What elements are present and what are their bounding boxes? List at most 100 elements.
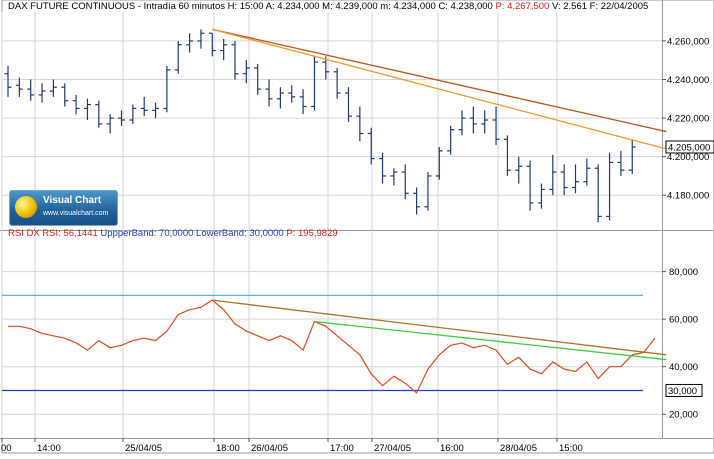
ohlc-bar bbox=[152, 102, 160, 119]
ohlc-bar bbox=[49, 79, 57, 97]
time-tick-label: 26/04/05 bbox=[251, 443, 288, 454]
ohlc-bar bbox=[231, 40, 239, 80]
rsi-last-label: 30,000 bbox=[668, 386, 697, 397]
ohlc-bar bbox=[435, 147, 443, 180]
ohlc-bar bbox=[606, 152, 614, 221]
ohlc-bar bbox=[424, 172, 432, 211]
rsi-header: RSI DX RSI: 56,1441 UppperBand: 70,0000 … bbox=[8, 228, 338, 239]
ohlc-bar bbox=[413, 187, 421, 215]
date-label: F: bbox=[587, 1, 599, 12]
ohlc-bar bbox=[265, 79, 273, 107]
ohlc-bar bbox=[15, 77, 23, 97]
time-tick-label: 25/04/05 bbox=[125, 443, 162, 454]
time-tick-label: 28/04/05 bbox=[500, 443, 537, 454]
lower-band-label: LowerBand: bbox=[193, 228, 247, 239]
ohlc-bar bbox=[515, 156, 523, 184]
ohlc-bar bbox=[118, 110, 125, 126]
ohlc-bar bbox=[481, 110, 489, 134]
price-tick-label: 4.260,000 bbox=[667, 36, 709, 47]
ohlc-bar bbox=[537, 183, 545, 209]
time-tick-label: 15:00 bbox=[559, 443, 583, 454]
close-label: C: bbox=[435, 1, 448, 12]
ohlc-bar bbox=[390, 168, 398, 186]
ohlc-bar bbox=[401, 164, 409, 200]
ohlc-bar bbox=[526, 160, 534, 211]
interval-label: Intradía 60 minutos bbox=[143, 1, 225, 12]
ohlc-bar bbox=[174, 40, 182, 74]
price-tick-label: 4.200,000 bbox=[667, 152, 709, 163]
upper-band-label: UppperBand: bbox=[97, 228, 157, 239]
logo-title: Visual Chart bbox=[43, 195, 102, 206]
time-tick-label: 16:00 bbox=[440, 443, 464, 454]
time-tick-label: 14:00 bbox=[37, 443, 61, 454]
ohlc-bar bbox=[492, 106, 500, 146]
ohlc-bar bbox=[242, 60, 250, 84]
price-trendline bbox=[212, 28, 667, 133]
ohlc-bar bbox=[379, 152, 387, 184]
open-label: A: bbox=[263, 1, 275, 12]
logo-url: www.visualchart.com bbox=[43, 210, 109, 217]
ohlc-bar bbox=[458, 110, 466, 136]
ohlc-bar bbox=[299, 89, 307, 115]
ohlc-bar bbox=[617, 150, 625, 176]
time-tick-label: 17:00 bbox=[330, 443, 354, 454]
logo-globe-icon bbox=[15, 196, 37, 218]
header-sep: - bbox=[135, 1, 144, 12]
price-tick-label: 4.220,000 bbox=[667, 114, 709, 125]
ohlc-bar bbox=[367, 127, 375, 165]
ohlc-bar bbox=[72, 94, 80, 115]
rsi-trendline bbox=[314, 320, 667, 361]
rsi-tick-label: 40,000 bbox=[669, 362, 698, 373]
ohlc-bar bbox=[549, 154, 557, 196]
ohlc-bar bbox=[208, 32, 216, 57]
time-tick-label: 27/04/05 bbox=[374, 443, 411, 454]
time-tick-label: 00 bbox=[1, 443, 12, 454]
ohlc-bar bbox=[4, 66, 12, 97]
high-label: M: bbox=[319, 1, 333, 12]
rsi-line bbox=[8, 299, 656, 394]
ohlc-bar bbox=[197, 29, 205, 49]
visual-chart-logo: Visual Chart www.visualchart.com bbox=[9, 190, 118, 226]
close-value: 4.238,000 bbox=[447, 1, 493, 12]
ohlc-bar bbox=[129, 104, 137, 124]
rsi-tick-label: 80,000 bbox=[669, 267, 698, 278]
ohlc-bar bbox=[83, 98, 91, 120]
rsi-name: RSI DX RSI: bbox=[8, 228, 61, 239]
ohlc-bar bbox=[583, 158, 591, 186]
ohlc-bar bbox=[310, 56, 318, 111]
rsi-p-value: 195,9829 bbox=[295, 228, 338, 239]
ohlc-bar bbox=[254, 64, 262, 95]
ohlc-bar bbox=[469, 106, 477, 134]
ohlc-bar bbox=[220, 39, 228, 61]
high-value: 4.239,000 bbox=[332, 1, 378, 12]
volume-label: V: bbox=[549, 1, 561, 12]
lower-band-value: 30,0000 bbox=[246, 228, 284, 239]
volume-value: 2.561 bbox=[560, 1, 588, 12]
ohlc-bar bbox=[322, 56, 330, 80]
ohlc-bar bbox=[345, 87, 352, 122]
open-value: 4.234,000 bbox=[274, 1, 320, 12]
time-tick-label: 18:00 bbox=[216, 443, 240, 454]
ohlc-bar bbox=[95, 100, 103, 128]
ohlc-bar bbox=[594, 164, 602, 223]
rsi-trendline bbox=[212, 299, 667, 356]
rsi-tick-label: 60,000 bbox=[669, 315, 698, 326]
instrument-name: DAX FUTURE CONTINUOUS bbox=[8, 1, 136, 12]
ohlc-bar bbox=[503, 135, 511, 176]
ohlc-bar bbox=[288, 85, 296, 103]
low-value: 4.234,000 bbox=[390, 1, 436, 12]
ohlc-bar bbox=[163, 66, 171, 113]
price-header: DAX FUTURE CONTINUOUS - Intradía 60 minu… bbox=[8, 1, 648, 12]
ohlc-bar bbox=[572, 164, 579, 194]
rsi-value: 56,1441 bbox=[60, 228, 98, 239]
rsi-tick-label: 20,000 bbox=[669, 410, 698, 421]
ohlc-bar bbox=[560, 164, 568, 196]
price-trendline bbox=[212, 28, 667, 150]
hour-value: 15:00 bbox=[237, 1, 264, 12]
ohlc-bar bbox=[38, 83, 46, 103]
ohlc-bar bbox=[106, 114, 114, 134]
ohlc-bar bbox=[61, 83, 69, 107]
ohlc-bar bbox=[276, 87, 284, 109]
